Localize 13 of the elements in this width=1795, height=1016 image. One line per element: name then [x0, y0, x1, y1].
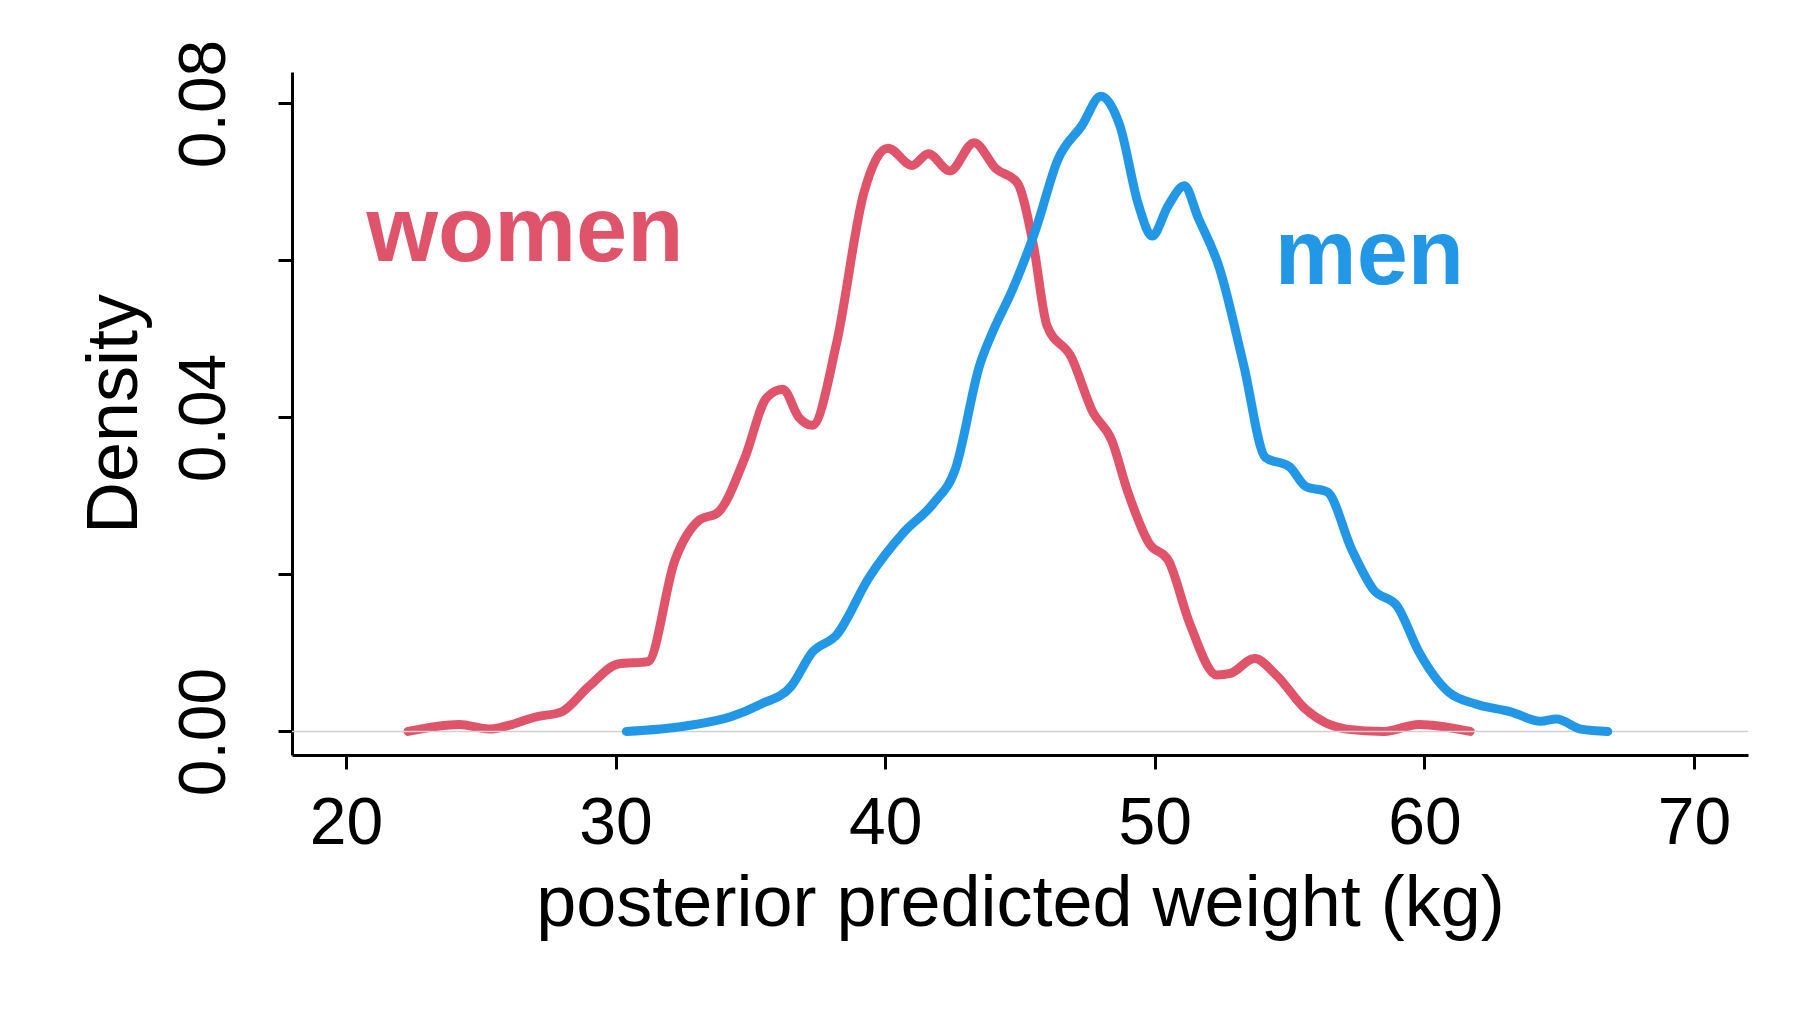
series-label: men: [1274, 201, 1465, 304]
x-tick-label: 20: [309, 783, 384, 858]
series-label: women: [365, 177, 684, 280]
x-tick-label: 70: [1657, 783, 1732, 858]
x-tick-label: 60: [1388, 783, 1462, 858]
y-tick-label: 0.04: [164, 353, 239, 483]
y-tick-label: 0.00: [164, 667, 239, 797]
x-axis-title: posterior predicted weight (kg): [536, 860, 1505, 941]
x-tick-label: 30: [579, 783, 653, 858]
x-tick-label: 50: [1118, 783, 1193, 858]
y-tick-label: 0.08: [164, 39, 239, 169]
x-tick-label: 40: [848, 783, 923, 858]
y-axis-title: Density: [71, 293, 152, 535]
